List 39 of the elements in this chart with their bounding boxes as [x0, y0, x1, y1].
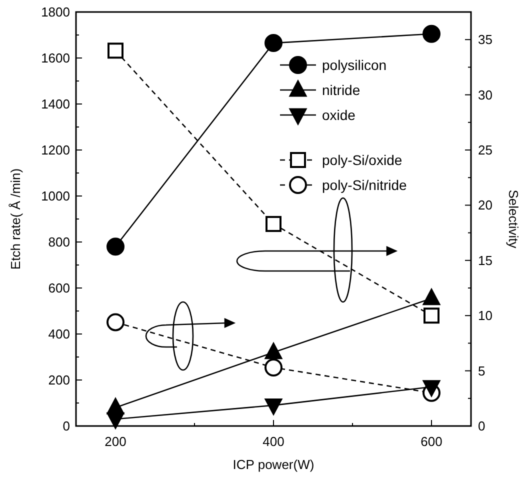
point [422, 380, 440, 397]
y-tick-label: 1400 [41, 96, 70, 112]
y2-tick-label: 10 [478, 308, 492, 324]
y2-tick-label: 5 [478, 363, 486, 378]
legend-label: polysilicon [322, 57, 387, 73]
y-axis-title: Etch rate( Å /min) [8, 168, 23, 270]
point [106, 313, 124, 332]
y2-tick-label: 20 [478, 198, 492, 213]
legend-label: oxide [322, 107, 356, 123]
point [422, 24, 440, 43]
x-tick-label: 400 [262, 434, 284, 449]
y2-tick-label: 15 [478, 252, 492, 268]
y-tick-label: 200 [48, 372, 70, 388]
y2-tick-label: 30 [478, 87, 492, 102]
y-tick-label: 800 [48, 234, 70, 250]
point [106, 238, 124, 256]
point [264, 398, 282, 416]
y2-tick-label: 25 [478, 142, 492, 158]
y2-tick-label: 0 [478, 418, 486, 434]
legend-label: nitride [322, 82, 360, 98]
y2-axis-title: Selectivity [506, 190, 521, 249]
y-tick-label: 400 [48, 326, 70, 342]
y-tick-label: 1000 [41, 188, 70, 204]
legend-label: poly-Si/nitride [322, 177, 408, 193]
x-axis-title: ICP power(W) [232, 457, 314, 472]
point [264, 358, 282, 376]
y-tick-label: 1800 [41, 4, 70, 20]
legend-label: poly-Si/oxide [322, 152, 402, 168]
y-tick-label: 600 [48, 280, 70, 296]
y-tick-label: 1600 [41, 50, 70, 66]
y-tick-label: 0 [62, 418, 70, 434]
point [424, 308, 440, 324]
point [266, 216, 282, 232]
x-tick-label: 600 [420, 434, 442, 449]
point [108, 42, 124, 59]
x-tick-label: 200 [104, 434, 126, 449]
point [264, 34, 282, 52]
y-tick-label: 1200 [41, 142, 70, 158]
y2-tick-label: 35 [478, 32, 492, 48]
